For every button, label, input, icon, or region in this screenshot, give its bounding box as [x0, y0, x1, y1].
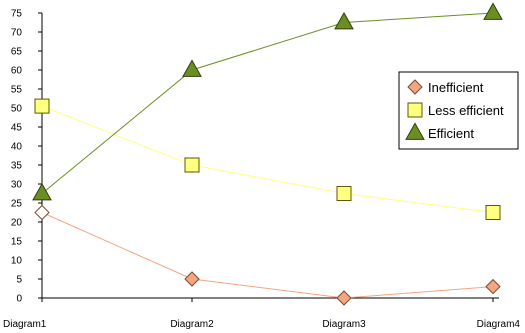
y-tick-label: 15: [11, 237, 23, 248]
y-tick-label: 60: [11, 66, 23, 77]
series-line-efficient: [41, 12, 494, 194]
legend-marker-inefficient: [407, 79, 423, 95]
data-point-inefficient: [184, 271, 200, 287]
y-tick-label: 25: [11, 199, 23, 210]
y-tick-label: 30: [11, 180, 23, 191]
data-point-efficient: [182, 59, 202, 77]
data-point-inefficient: [336, 290, 352, 306]
y-tick-label: 65: [11, 47, 23, 58]
axes: 0 5 10 15 20 25 30 35 40 45 50 55 60 65 70 75 Diagram1 Di…: [3, 9, 520, 331]
series-markers: [32, 2, 503, 306]
data-point-less-efficient: [34, 98, 50, 114]
data-point-less-efficient: [485, 205, 501, 220]
y-tick-label: 55: [11, 85, 23, 96]
data-point-less-efficient: [336, 186, 352, 201]
y-tick-label: 45: [11, 123, 23, 134]
y-tick-label: 50: [11, 104, 23, 115]
data-point-inefficient: [34, 204, 50, 221]
x-tick-label: Diagram2: [170, 319, 214, 330]
series-line-inefficient: [41, 212, 494, 299]
y-tick-label: 10: [11, 256, 23, 267]
legend-label-inefficient: Inefficient: [428, 80, 484, 95]
y-tick-label: 70: [11, 28, 23, 39]
legend-label-less-efficient: Less efficient: [428, 103, 504, 118]
data-point-less-efficient: [184, 157, 200, 173]
x-tick-label: Diagram3: [322, 319, 366, 330]
series-line-less-efficient: [41, 105, 494, 213]
legend-label-efficient: Efficient: [428, 126, 474, 141]
y-tick-label: 40: [11, 142, 23, 153]
y-tick-label: 75: [11, 9, 23, 20]
legend-marker-less-efficient: [407, 102, 423, 118]
y-tick-label: 35: [11, 161, 23, 172]
x-tick-label: Diagram1: [3, 319, 47, 330]
series-lines: [41, 12, 494, 299]
legend-marker-efficient: [405, 122, 425, 140]
data-point-efficient: [483, 2, 503, 20]
data-point-efficient: [32, 182, 52, 201]
data-point-inefficient: [485, 278, 501, 295]
y-tick-label: 5: [16, 275, 22, 286]
y-tick-label: 20: [11, 218, 23, 229]
x-tick-label: Diagram4: [477, 319, 521, 330]
data-point-efficient: [334, 11, 354, 30]
y-tick-label: 0: [16, 294, 22, 305]
legend: Inefficient Less efficient Efficient: [398, 71, 519, 150]
